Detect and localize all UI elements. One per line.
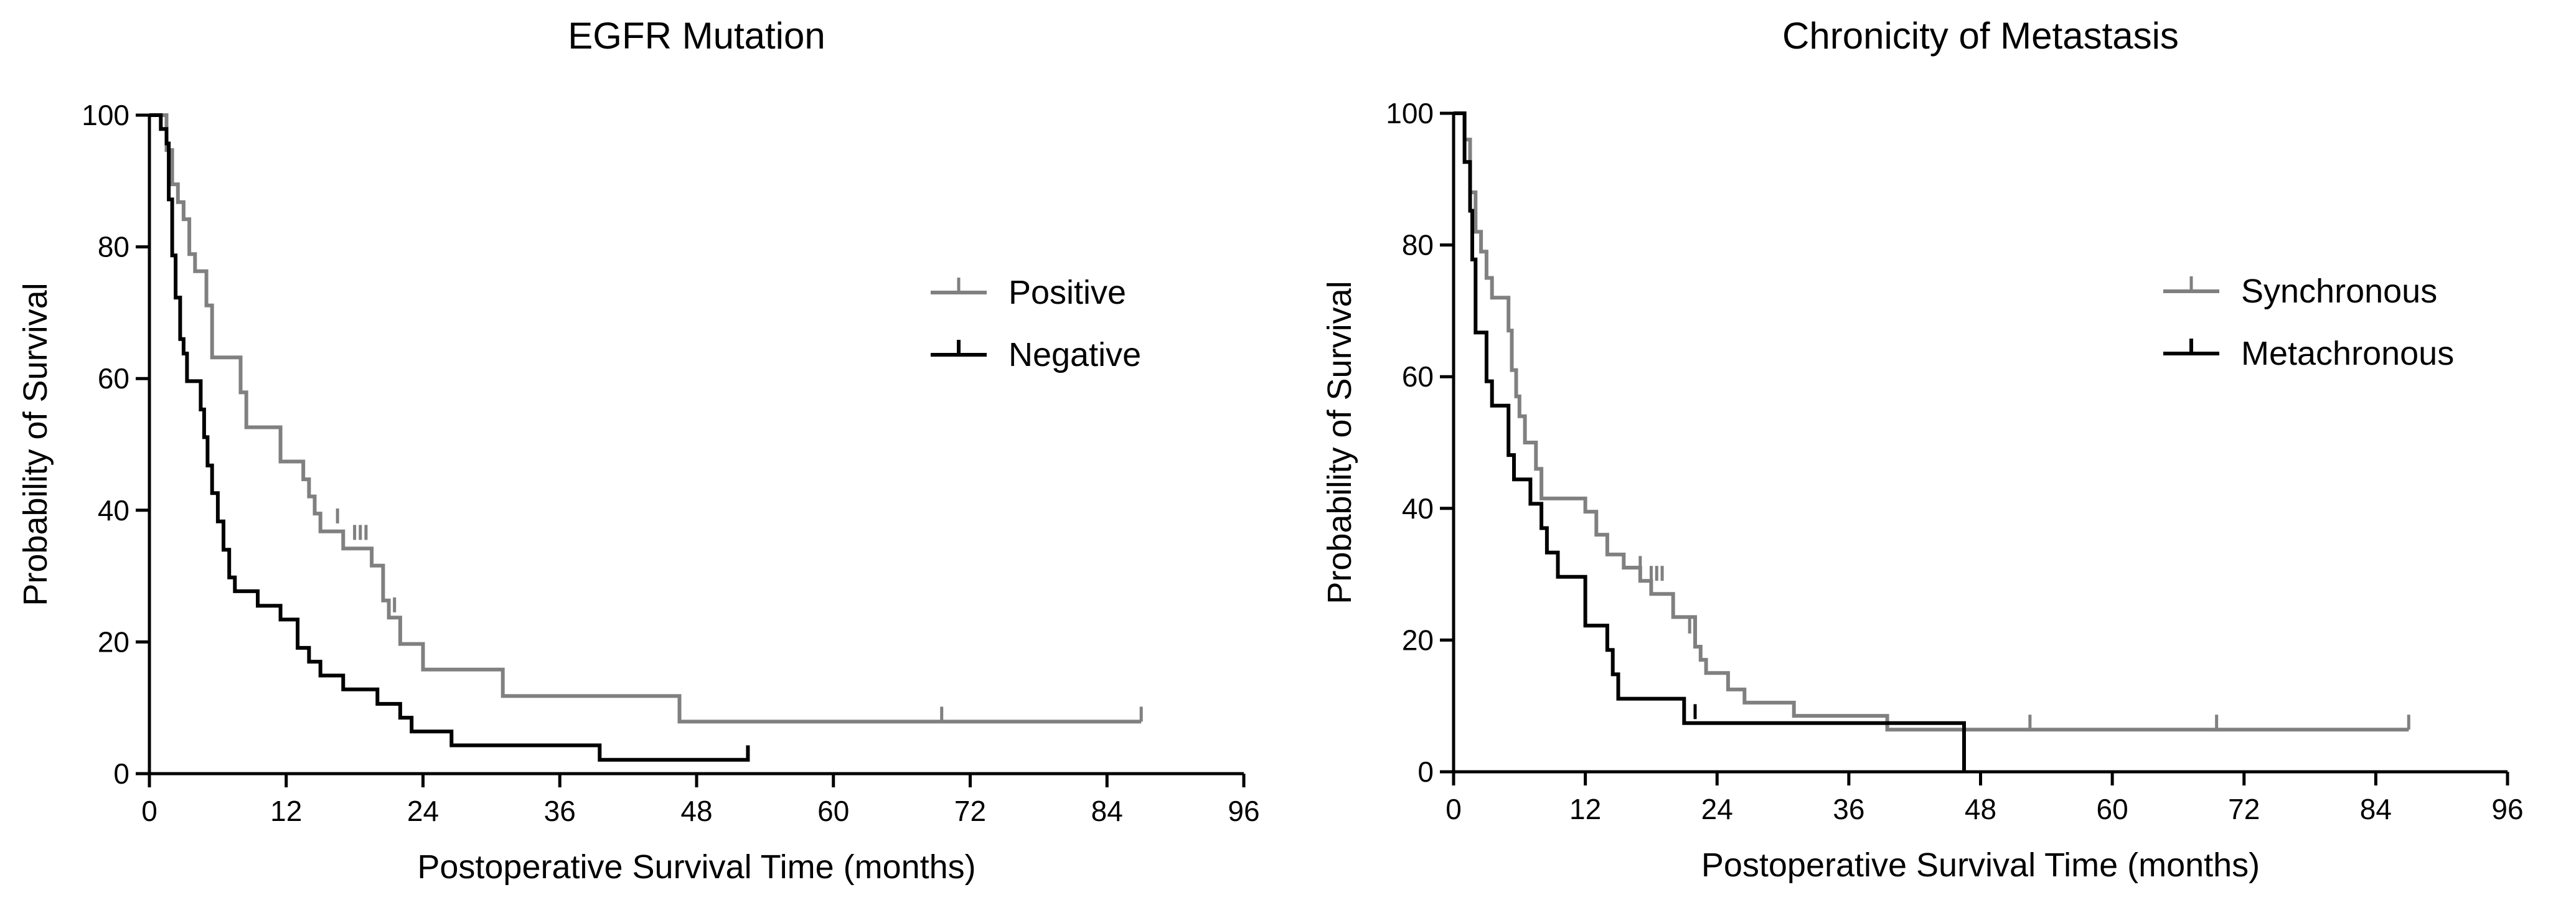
chart-title: Chronicity of Metastasis — [1782, 15, 2179, 57]
x-tick-label: 84 — [1091, 795, 1123, 827]
x-tick-label: 96 — [2491, 793, 2523, 825]
y-axis-label: Probability of Survival — [17, 283, 54, 606]
legend-label: Metachronous — [2241, 335, 2454, 372]
x-tick-label: 12 — [270, 795, 302, 827]
y-tick-label: 80 — [98, 231, 129, 263]
x-tick-label: 84 — [2360, 793, 2392, 825]
series-line-metachronous — [1454, 111, 1966, 772]
series-line-positive — [149, 113, 1142, 724]
y-tick-label: 100 — [82, 99, 129, 131]
panel-chronicity-of-metastasis: Chronicity of Metastasis 0 12 24 36 48 60 72 84 9… — [1321, 15, 2524, 884]
y-tick-label: 40 — [1402, 492, 1434, 525]
x-tick-label: 72 — [954, 795, 986, 827]
y-tick-label: 60 — [1402, 360, 1434, 393]
x-tick-label: 96 — [1228, 795, 1259, 827]
x-tick-label: 0 — [141, 795, 157, 827]
x-tick-label: 60 — [2097, 793, 2128, 825]
x-axis-label: Postoperative Survival Time (months) — [417, 848, 975, 886]
series-line-synchronous — [1454, 111, 2409, 732]
y-tick-label: 60 — [98, 362, 129, 395]
x-tick-label: 36 — [1833, 793, 1864, 825]
y-tick-label: 20 — [98, 626, 129, 658]
y-tick-label: 20 — [1402, 624, 1434, 656]
x-tick-label: 24 — [1701, 793, 1733, 825]
x-axis-label: Postoperative Survival Time (months) — [1701, 846, 2260, 884]
x-tick-label: 24 — [407, 795, 439, 827]
y-tick-label: 0 — [113, 757, 129, 790]
x-tick-label: 36 — [544, 795, 576, 827]
x-tick-label: 60 — [817, 795, 849, 827]
legend-label: Negative — [1008, 336, 1141, 373]
chart-title: EGFR Mutation — [568, 15, 825, 57]
x-tick-label: 72 — [2228, 793, 2260, 825]
y-tick-label: 40 — [98, 494, 129, 527]
series-line-negative — [149, 113, 750, 762]
y-tick-label: 80 — [1402, 229, 1434, 261]
y-axis-label: Probability of Survival — [1321, 281, 1358, 604]
y-tick-label: 100 — [1386, 97, 1434, 129]
panel-egfr-mutation: EGFR Mutation 0 12 24 36 48 60 72 84 96 0 20 40 60 80 1… — [17, 15, 1260, 886]
legend-label: Positive — [1008, 274, 1126, 311]
x-tick-label: 0 — [1445, 793, 1462, 825]
x-tick-label: 12 — [1569, 793, 1601, 825]
y-tick-label: 0 — [1417, 756, 1434, 788]
x-tick-label: 48 — [680, 795, 712, 827]
legend-label: Synchronous — [2241, 273, 2437, 310]
x-tick-label: 48 — [1965, 793, 1996, 825]
